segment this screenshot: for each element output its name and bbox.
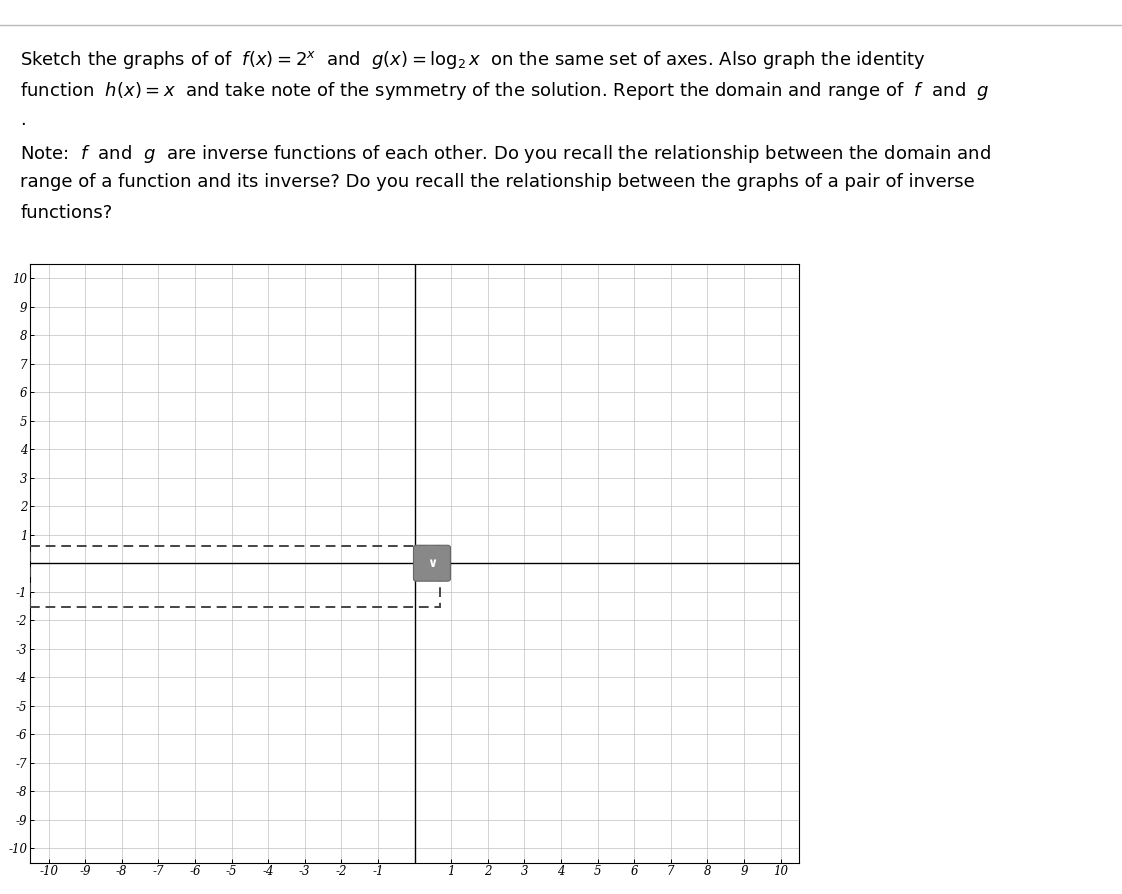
- Text: Sketch the graphs of of  $f(x) = 2^x$  and  $g(x) = \log_2 x$  on the same set o: Sketch the graphs of of $f(x) = 2^x$ and…: [20, 49, 926, 72]
- Text: functions?: functions?: [20, 204, 112, 222]
- Text: ∨: ∨: [426, 557, 438, 569]
- Text: range of a function and its inverse? Do you recall the relationship between the : range of a function and its inverse? Do …: [20, 173, 975, 191]
- Text: Note:  $f$  and  $g$  are inverse functions of each other. Do you recall the rel: Note: $f$ and $g$ are inverse functions …: [20, 143, 991, 165]
- FancyBboxPatch shape: [414, 545, 450, 581]
- Text: function  $h(x) = x$  and take note of the symmetry of the solution. Report the : function $h(x) = x$ and take note of the…: [20, 80, 990, 103]
- Text: .: .: [20, 111, 26, 129]
